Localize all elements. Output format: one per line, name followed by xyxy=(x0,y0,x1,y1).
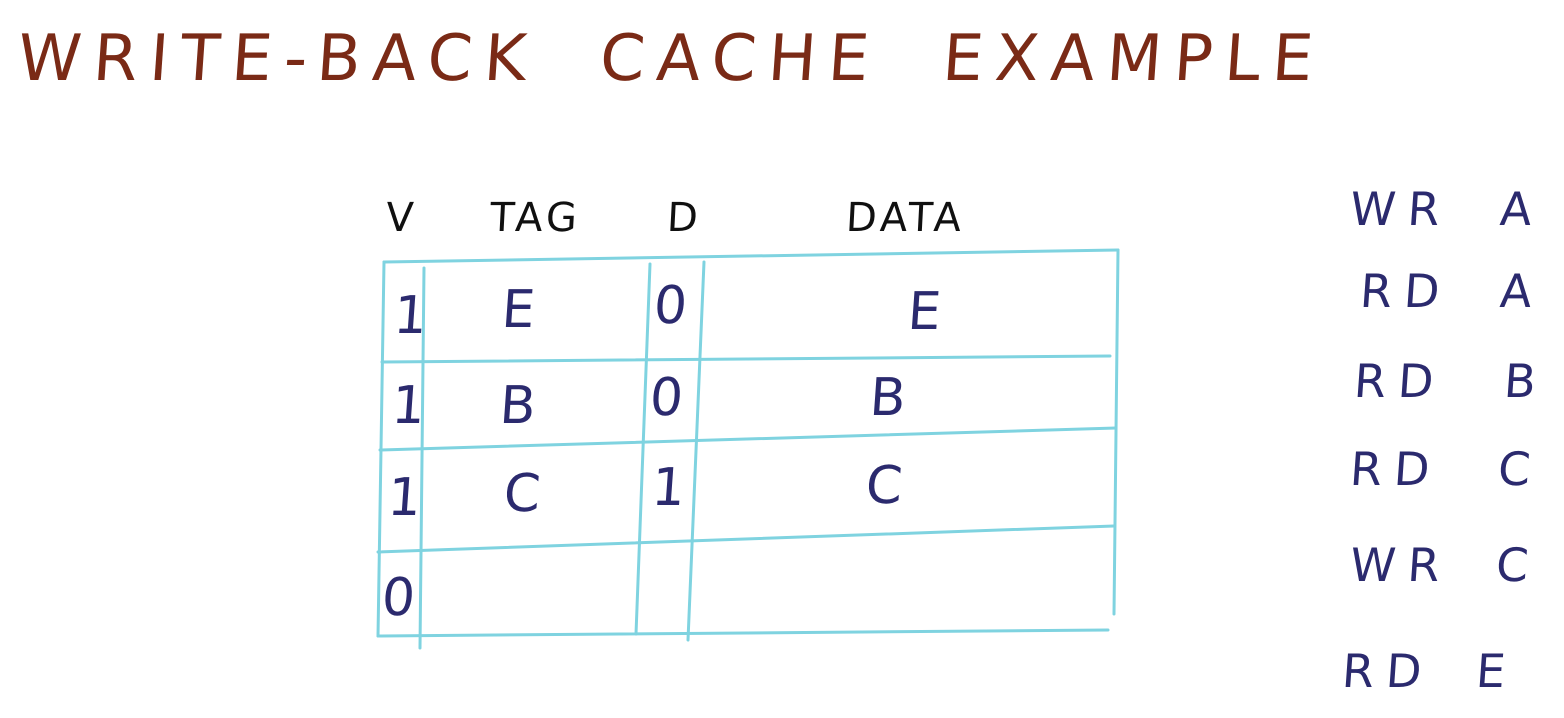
operation-kind: WR xyxy=(1348,182,1454,236)
grid-line-bottom xyxy=(376,628,1110,638)
grid-line-v3 xyxy=(686,260,706,642)
operation-item: WR A xyxy=(1338,182,1552,242)
row1-data: E xyxy=(905,282,943,342)
operation-kind: RD xyxy=(1352,354,1448,408)
row1-dirty: 0 xyxy=(651,276,690,336)
row3-tag: C xyxy=(501,464,543,524)
grid-line-row3 xyxy=(376,524,1116,554)
row1-tag: E xyxy=(499,280,537,340)
row1-valid: 1 xyxy=(391,286,430,346)
operation-address: C xyxy=(1494,538,1531,592)
grid-line-row1 xyxy=(380,354,1112,364)
grid-line-top xyxy=(382,248,1120,264)
operation-address: A xyxy=(1498,264,1534,318)
operation-kind: RD xyxy=(1358,264,1454,318)
operation-item: RD E xyxy=(1338,644,1552,704)
row2-dirty: 0 xyxy=(647,368,686,428)
grid-line-v2 xyxy=(634,262,652,636)
grid-line-left xyxy=(376,260,386,638)
row2-data: B xyxy=(867,368,908,428)
operation-address: B xyxy=(1502,354,1538,408)
operation-kind: RD xyxy=(1340,644,1436,698)
operation-address: E xyxy=(1474,644,1508,698)
operation-kind: RD xyxy=(1348,442,1444,496)
row4-valid: 0 xyxy=(379,568,418,628)
operation-item: WR C xyxy=(1338,538,1552,598)
grid-line-row2 xyxy=(378,426,1118,452)
row3-data: C xyxy=(863,456,905,516)
row2-valid: 1 xyxy=(389,376,428,436)
row3-dirty: 1 xyxy=(649,458,688,518)
operation-address: C xyxy=(1496,442,1533,496)
operation-item: RD C xyxy=(1338,442,1552,502)
operation-item: RD B xyxy=(1338,354,1552,414)
row2-tag: B xyxy=(497,376,538,436)
operation-address: A xyxy=(1498,182,1534,236)
grid-line-v1 xyxy=(418,266,426,650)
row3-valid: 1 xyxy=(385,468,424,528)
grid-line-right xyxy=(1112,248,1120,616)
operation-item: RD A xyxy=(1338,264,1552,324)
operation-kind: WR xyxy=(1348,538,1454,592)
